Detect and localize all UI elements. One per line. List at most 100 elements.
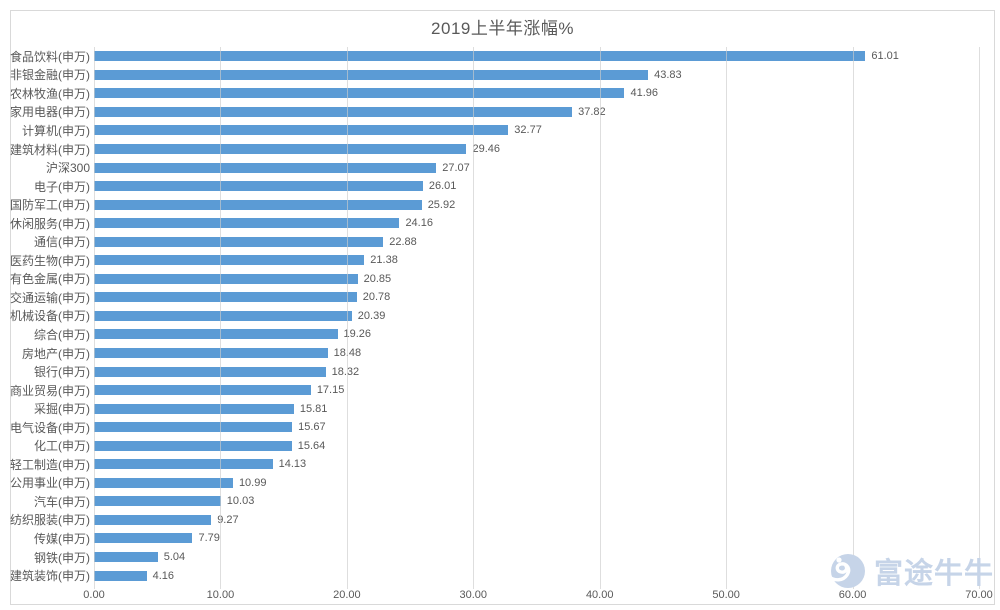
bar-row: 20.39 (94, 307, 979, 326)
bar-row: 17.15 (94, 381, 979, 400)
bar-row: 41.96 (94, 84, 979, 103)
bar-row: 19.26 (94, 325, 979, 344)
category-label: 计算机(申万) (22, 123, 90, 138)
bar-row: 4.16 (94, 566, 979, 585)
category-label: 建筑材料(申万) (10, 142, 90, 157)
bar-row: 24.16 (94, 214, 979, 233)
bar (94, 570, 147, 581)
bar-row: 29.46 (94, 140, 979, 159)
value-label: 21.38 (370, 254, 398, 267)
bar-row: 20.78 (94, 288, 979, 307)
value-label: 27.07 (442, 161, 470, 174)
value-label: 25.92 (427, 198, 456, 211)
category-label: 电气设备(申万) (10, 420, 90, 435)
value-label: 9.27 (217, 513, 239, 526)
value-label: 15.81 (299, 402, 328, 415)
category-label: 电子(申万) (34, 179, 90, 194)
category-label: 交通运输(申万) (10, 290, 90, 305)
bar (94, 348, 328, 359)
chart-area: 2019上半年涨幅% 食品饮料(申万) 非银金融(申万) 农林牧渔(申万) 家用电器(… (10, 10, 995, 605)
bar (94, 514, 212, 525)
category-label: 通信(申万) (34, 235, 90, 250)
bar (94, 440, 292, 451)
category-label: 房地产(申万) (22, 346, 90, 361)
category-label: 非银金融(申万) (10, 68, 90, 83)
bar (94, 273, 358, 284)
x-tick-label: 0.00 (83, 589, 105, 601)
value-label: 20.85 (363, 272, 392, 285)
category-label: 有色金属(申万) (10, 272, 90, 287)
bar (94, 162, 437, 173)
bar (94, 366, 326, 377)
x-axis: 0.00 10.00 20.00 30.00 40.00 50.00 60.00 70.00 (83, 589, 992, 605)
category-label: 食品饮料(申万) (10, 49, 90, 64)
bar-row: 18.32 (94, 362, 979, 381)
category-label: 家用电器(申万) (10, 105, 90, 120)
bar-row: 15.64 (94, 436, 979, 455)
bar (94, 292, 357, 303)
value-label: 10.99 (238, 476, 267, 489)
category-label: 轻工制造(申万) (10, 457, 90, 472)
value-label: 26.01 (428, 180, 457, 193)
value-label: 15.64 (297, 439, 326, 452)
category-label: 建筑装饰(申万) (10, 569, 90, 584)
bars-container: 61.01 43.83 41.96 37.82 32.77 29.46 27.07 26.01… (94, 47, 979, 585)
category-label: 钢铁(申万) (34, 550, 90, 565)
bar (94, 106, 573, 117)
category-label: 综合(申万) (34, 327, 90, 342)
value-label: 15.67 (298, 421, 326, 434)
value-label: 37.82 (578, 105, 606, 118)
bar-row: 22.88 (94, 232, 979, 251)
category-label: 采掘(申万) (34, 402, 90, 417)
x-tick-label: 50.00 (712, 589, 740, 601)
category-label: 商业贸易(申万) (10, 383, 90, 398)
gridline (979, 47, 980, 589)
value-label: 4.16 (152, 569, 175, 582)
bar (94, 552, 158, 563)
value-label: 18.32 (331, 365, 360, 378)
value-label: 17.15 (316, 384, 345, 397)
bar (94, 125, 509, 136)
value-label: 7.79 (198, 532, 220, 545)
bar (94, 496, 221, 507)
plot-area: 61.01 43.83 41.96 37.82 32.77 29.46 27.07 26.01… (94, 47, 980, 589)
value-label: 29.46 (472, 143, 500, 155)
bar (94, 88, 625, 99)
x-tick-label: 70.00 (965, 589, 993, 601)
bar (94, 403, 294, 414)
bar-row: 32.77 (94, 121, 979, 140)
value-label: 18.48 (333, 347, 362, 360)
value-label: 20.78 (362, 291, 391, 304)
bar-row: 5.04 (94, 548, 979, 567)
bar (94, 51, 866, 62)
bar-row: 7.79 (94, 529, 979, 548)
x-tick-label: 10.00 (206, 589, 235, 601)
bar-row: 21.38 (94, 251, 979, 270)
value-label: 22.88 (389, 235, 417, 248)
value-label: 43.83 (654, 68, 682, 81)
x-tick-label: 30.00 (459, 589, 488, 601)
category-label: 农林牧渔(申万) (10, 86, 90, 101)
value-label: 20.39 (357, 309, 386, 322)
bar-row: 43.83 (94, 66, 979, 85)
bar (94, 310, 352, 321)
bar-row: 20.85 (94, 270, 979, 289)
bar-row: 18.48 (94, 344, 979, 363)
bar-row: 10.99 (94, 474, 979, 493)
bar-row: 15.81 (94, 399, 979, 418)
bar (94, 255, 365, 266)
value-label: 19.26 (343, 328, 372, 341)
category-label: 休闲服务(申万) (10, 216, 90, 231)
value-label: 32.77 (514, 124, 542, 137)
bar-row: 9.27 (94, 511, 979, 530)
bar (94, 422, 293, 433)
x-tick-label: 60.00 (838, 589, 867, 601)
bar-row: 15.67 (94, 418, 979, 437)
bar-row: 26.01 (94, 177, 979, 196)
bar (94, 181, 423, 192)
bar (94, 533, 193, 544)
bar (94, 385, 311, 396)
x-tick-label: 40.00 (585, 589, 614, 601)
category-label: 汽车(申万) (34, 494, 90, 509)
bar-row: 25.92 (94, 195, 979, 214)
